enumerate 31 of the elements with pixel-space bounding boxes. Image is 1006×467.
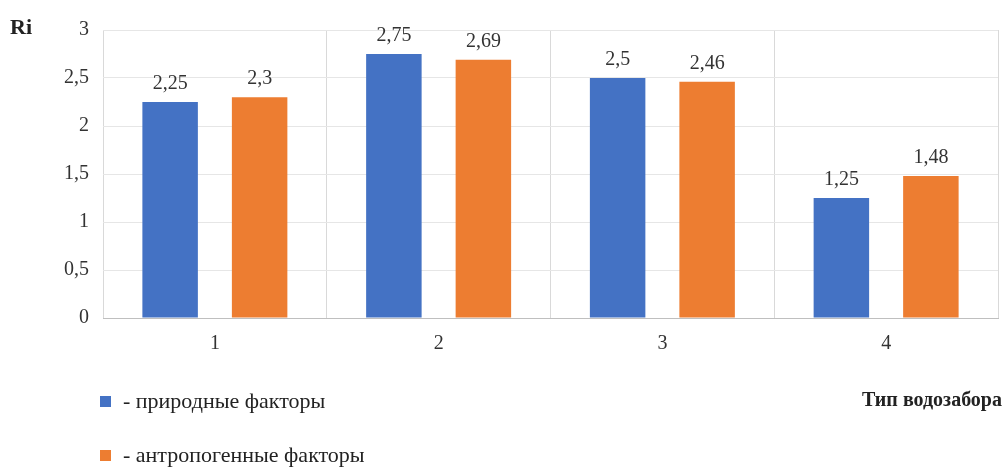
data-label: 2,3 bbox=[247, 66, 273, 89]
x-tick-label: 3 bbox=[657, 331, 668, 354]
x-axis-title: Тип водозабора bbox=[862, 388, 1002, 411]
legend-label: - природные факторы bbox=[123, 388, 326, 414]
y-tick-label: 0,5 bbox=[64, 257, 89, 280]
data-label: 2,69 bbox=[465, 29, 501, 52]
y-tick-label: 1 bbox=[79, 209, 89, 232]
bar bbox=[813, 198, 870, 318]
data-label: 2,46 bbox=[689, 51, 725, 74]
y-tick-label: 2 bbox=[79, 113, 89, 136]
y-tick-label: 3 bbox=[79, 17, 89, 40]
bar bbox=[142, 102, 198, 318]
y-axis-title: Ri bbox=[10, 14, 32, 40]
data-label: 1,48 bbox=[913, 145, 949, 168]
bar bbox=[231, 97, 288, 318]
x-tick-label: 2 bbox=[433, 331, 444, 354]
bar bbox=[455, 59, 512, 318]
y-tick-label: 2,5 bbox=[64, 65, 89, 88]
data-label: 2,5 bbox=[605, 47, 631, 70]
y-tick-label: 1,5 bbox=[64, 161, 89, 184]
x-tick-label: 1 bbox=[209, 331, 220, 354]
bar bbox=[679, 81, 735, 318]
bar bbox=[903, 175, 959, 318]
bar bbox=[366, 54, 422, 318]
legend-label: - антропогенные факторы bbox=[123, 442, 365, 467]
x-tick-label: 4 bbox=[881, 331, 892, 354]
data-label: 2,75 bbox=[376, 23, 412, 46]
data-label: 1,25 bbox=[823, 167, 859, 190]
y-tick-label: 0 bbox=[79, 305, 89, 328]
bar bbox=[589, 78, 646, 318]
data-label: 2,25 bbox=[152, 71, 188, 94]
